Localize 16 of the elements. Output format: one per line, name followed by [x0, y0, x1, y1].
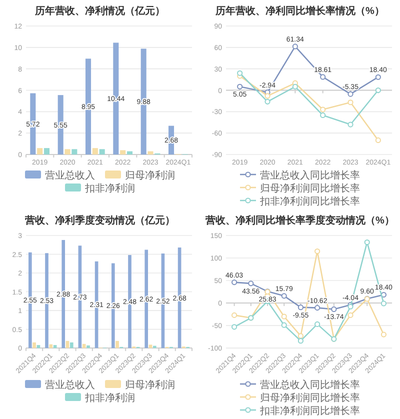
legend-label: 营业总收入同比增长率 [260, 170, 360, 182]
legend-label: 归母净利润同比增长率 [260, 182, 360, 194]
legend-label: 归母净利润 [125, 379, 175, 391]
legend-label: 扣非净利润同比增长率 [259, 196, 360, 208]
legend-label: 扣非净利润 [84, 182, 135, 194]
legend-label: 扣非净利润同比增长率 [259, 405, 360, 417]
chart-title: 营收、净利季度变动情况（亿元） [24, 214, 175, 226]
legend-label: 扣非净利润 [84, 392, 135, 404]
legend-label: 归母净利润 [125, 170, 175, 182]
chart-title: 营收、净利同比增长率季度变动情况（%） [204, 214, 394, 226]
legend-label: 营业总收入同比增长率 [260, 379, 360, 391]
legend-label: 归母净利润同比增长率 [260, 392, 360, 404]
legend-label: 营业总收入 [45, 379, 95, 391]
chart-title: 历年营收、净利情况（亿元） [34, 5, 165, 17]
legend-label: 营业总收入 [45, 170, 95, 182]
chart-title: 历年营收、净利同比增长率情况（%） [214, 5, 384, 17]
